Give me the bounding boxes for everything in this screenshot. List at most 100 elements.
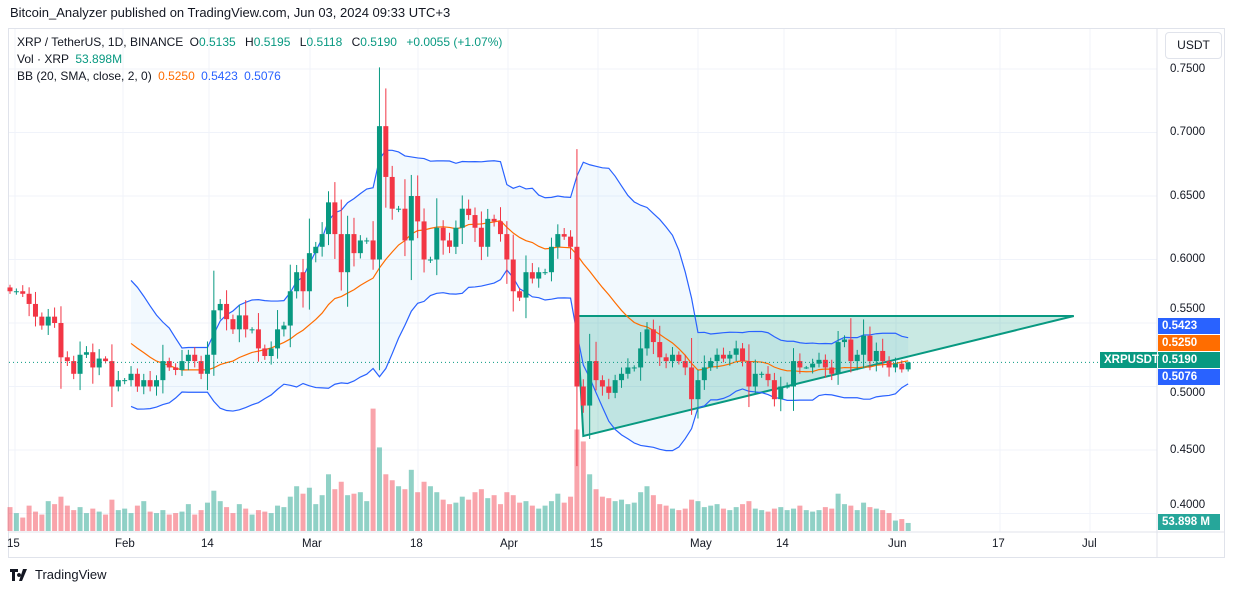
candle-body	[714, 354, 720, 362]
candle-body	[867, 335, 873, 362]
volume-bar	[650, 495, 656, 531]
volume-bar	[752, 508, 758, 531]
candle-body	[797, 361, 803, 368]
candle-body	[319, 234, 325, 247]
symbol-legend: XRP / TetherUS, 1D, BINANCE O0.5135 H0.5…	[17, 35, 505, 49]
candle-body	[561, 234, 567, 237]
volume-bar	[255, 510, 261, 531]
candle-body	[115, 380, 121, 387]
candle-body	[249, 329, 255, 331]
volume-bar	[185, 504, 191, 531]
volume-bar	[625, 504, 631, 531]
candle-body	[364, 240, 370, 242]
candle-body	[287, 291, 293, 326]
volume-bar	[243, 508, 249, 531]
bb-basis-line	[130, 219, 909, 373]
candle-body	[83, 352, 89, 355]
volume-bar	[771, 508, 777, 531]
volume-bar	[829, 508, 835, 531]
volume-label[interactable]: Vol · XRP	[17, 52, 70, 66]
open-value: 0.5135	[198, 35, 236, 49]
candle-body	[835, 342, 841, 374]
candle-body	[96, 358, 102, 368]
candle-body	[447, 240, 453, 247]
volume-bar	[421, 481, 427, 531]
volume-bar	[472, 492, 478, 531]
volume-bar	[720, 508, 726, 531]
price-tick: 0.7500	[1170, 62, 1206, 75]
candle-body	[64, 357, 70, 362]
volume-bar	[701, 507, 707, 531]
volume-bar	[714, 504, 720, 531]
candle-body	[574, 246, 580, 387]
volume-bar	[415, 492, 421, 531]
candle-body	[740, 348, 746, 362]
candle-body	[396, 208, 402, 210]
time-tick: 18	[410, 538, 423, 550]
volume-bar	[338, 481, 344, 531]
candle-body	[217, 303, 223, 311]
chart-panel[interactable]	[8, 28, 1225, 558]
candle-body	[803, 367, 809, 369]
bb-fill	[131, 150, 909, 451]
candle-body	[682, 361, 688, 368]
candle-body	[313, 246, 319, 254]
candle-body	[58, 323, 64, 358]
candle-body	[77, 354, 83, 374]
volume-bar	[606, 498, 612, 531]
bb-label[interactable]: BB (20, SMA, close, 2, 0)	[17, 69, 152, 83]
bb-lower-badge: 0.5076	[1158, 369, 1220, 385]
volume-bar	[555, 493, 561, 531]
price-tick: 0.6500	[1170, 189, 1206, 202]
candle-body	[510, 259, 516, 292]
candle-body	[224, 303, 230, 320]
footer-brand[interactable]: TradingView	[10, 567, 107, 582]
volume-bar	[109, 499, 115, 531]
candle-body	[166, 361, 172, 368]
symbol-badge: XRPUSDT	[1100, 352, 1159, 368]
volume-bar	[364, 501, 370, 531]
candle-body	[243, 315, 249, 330]
candle-body	[631, 367, 637, 369]
time-tick: May	[690, 538, 712, 550]
candle-body	[109, 361, 115, 387]
volume-bar	[26, 505, 32, 531]
candle-body	[427, 259, 433, 261]
candle-body	[179, 361, 185, 370]
volume-bar	[886, 513, 892, 531]
candle-body	[892, 363, 898, 368]
candle-body	[784, 386, 790, 388]
volume-bar	[733, 507, 739, 531]
volume-bar	[402, 489, 408, 531]
change-value: +0.0055 (+1.07%)	[406, 35, 503, 49]
volume-bar	[179, 511, 185, 531]
volume-bar	[765, 511, 771, 531]
candle-body	[255, 329, 261, 349]
volume-bar	[326, 474, 331, 531]
candle-body	[7, 287, 13, 292]
volume-bar	[517, 502, 523, 531]
candle-body	[523, 272, 529, 298]
volume-bar	[77, 507, 83, 531]
volume-bar	[841, 504, 847, 531]
volume-bar	[854, 510, 860, 531]
volume-bar	[319, 495, 325, 531]
volume-bar	[676, 510, 682, 531]
time-tick: 15	[590, 538, 603, 550]
candle-body	[689, 367, 695, 400]
volume-bar	[619, 499, 625, 531]
open-label: O	[189, 35, 199, 49]
candle-body	[141, 380, 147, 387]
volume-bar	[657, 504, 663, 531]
currency-button[interactable]: USDT	[1165, 32, 1222, 59]
candle-body	[886, 361, 892, 368]
candle-body	[383, 126, 389, 177]
candle-body	[663, 357, 669, 362]
price-tick: 0.5500	[1170, 303, 1206, 315]
volume-bar	[612, 501, 618, 531]
volume-bar	[905, 522, 911, 531]
volume-bar	[154, 513, 160, 531]
candle-body	[230, 319, 236, 330]
symbol-name[interactable]: XRP / TetherUS, 1D, BINANCE	[17, 35, 184, 49]
